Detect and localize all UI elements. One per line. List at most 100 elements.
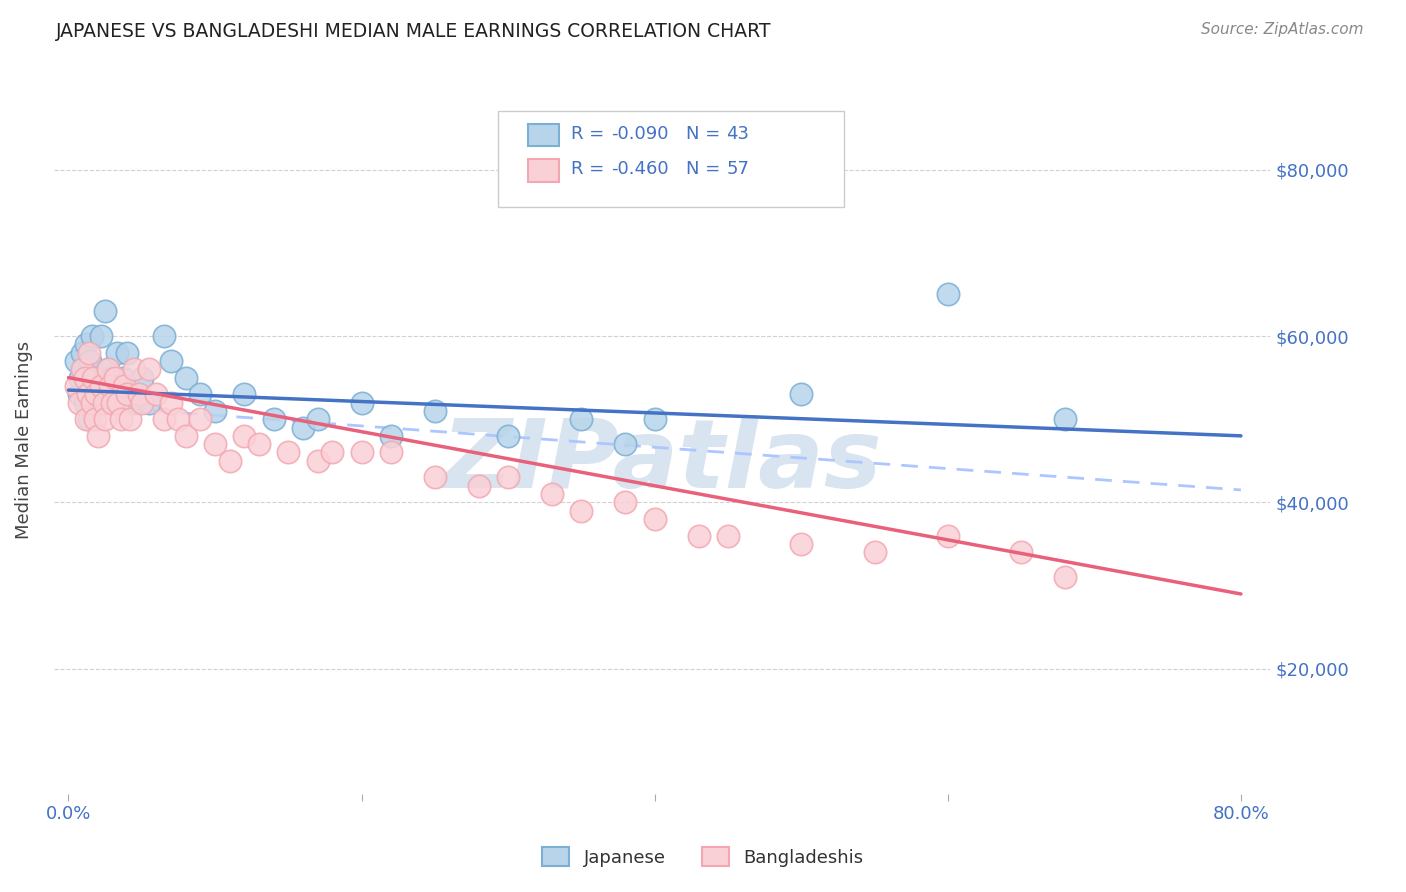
Point (167, 412, 190, 426)
Point (131, 395, 153, 409)
Point (160, 395, 183, 409)
Point (90, 329, 112, 343)
Point (104, 370, 127, 384)
Point (80, 395, 103, 409)
Point (87, 370, 110, 384)
Point (79, 354, 101, 368)
Point (790, 387, 813, 401)
Point (152, 412, 174, 426)
Point (291, 420, 314, 434)
Point (160, 354, 183, 368)
Point (138, 362, 160, 376)
Point (82, 370, 104, 384)
Point (174, 370, 197, 384)
Point (73, 395, 96, 409)
Point (233, 429, 256, 443)
Point (107, 395, 129, 409)
Point (73, 370, 96, 384)
Point (468, 479, 491, 493)
Point (571, 504, 593, 518)
Text: -0.090: -0.090 (612, 125, 668, 143)
Text: R =: R = (571, 125, 610, 143)
FancyBboxPatch shape (498, 112, 845, 207)
Point (174, 429, 197, 443)
Point (124, 395, 146, 409)
Point (101, 395, 124, 409)
Point (115, 387, 138, 401)
Point (717, 529, 740, 543)
Point (77, 345, 100, 359)
Point (541, 487, 564, 501)
Point (86, 387, 108, 401)
Point (65, 379, 87, 393)
Point (94, 412, 117, 426)
Point (145, 387, 167, 401)
Point (190, 412, 212, 426)
Point (863, 545, 886, 559)
Point (97, 362, 120, 376)
Point (76, 379, 98, 393)
Point (138, 395, 160, 409)
Text: N =: N = (686, 161, 727, 178)
Point (101, 370, 124, 384)
Point (380, 445, 402, 459)
Point (790, 537, 813, 551)
Point (112, 379, 135, 393)
Point (75, 337, 97, 351)
Point (70, 362, 93, 376)
Point (105, 345, 128, 359)
Point (204, 404, 226, 418)
Point (1053, 570, 1076, 584)
Point (83, 412, 105, 426)
Legend: Japanese, Bangladeshis: Japanese, Bangladeshis (536, 840, 870, 874)
Point (644, 412, 666, 426)
Point (94, 304, 117, 318)
Point (110, 412, 132, 426)
Point (70, 345, 93, 359)
Point (307, 412, 329, 426)
Point (496, 429, 519, 443)
Point (97, 362, 120, 376)
Point (423, 404, 446, 418)
Point (233, 387, 256, 401)
Text: Source: ZipAtlas.com: Source: ZipAtlas.com (1201, 22, 1364, 37)
Text: 43: 43 (727, 125, 749, 143)
Point (496, 470, 519, 484)
Point (93, 395, 115, 409)
Point (131, 370, 153, 384)
Point (67, 387, 90, 401)
Point (152, 329, 174, 343)
Point (247, 437, 270, 451)
Point (936, 529, 959, 543)
Point (69, 370, 91, 384)
Text: -0.460: -0.460 (612, 161, 669, 178)
Point (82, 370, 104, 384)
Point (350, 395, 373, 409)
Point (77, 412, 100, 426)
Point (87, 429, 110, 443)
Point (936, 287, 959, 301)
Text: N =: N = (686, 125, 727, 143)
Point (204, 437, 226, 451)
Y-axis label: Median Male Earnings: Median Male Earnings (15, 341, 32, 539)
Point (118, 412, 141, 426)
Point (688, 529, 710, 543)
Point (307, 454, 329, 468)
Point (76, 387, 98, 401)
Point (380, 429, 402, 443)
FancyBboxPatch shape (529, 124, 558, 146)
Point (115, 345, 138, 359)
Text: ZIPatlas: ZIPatlas (441, 415, 883, 508)
Text: 57: 57 (727, 161, 749, 178)
Point (83, 395, 105, 409)
Point (644, 512, 666, 526)
Point (111, 370, 134, 384)
Point (423, 470, 446, 484)
Point (1010, 545, 1032, 559)
Point (90, 379, 112, 393)
Point (75, 412, 97, 426)
Point (277, 445, 299, 459)
Text: JAPANESE VS BANGLADESHI MEDIAN MALE EARNINGS CORRELATION CHART: JAPANESE VS BANGLADESHI MEDIAN MALE EARN… (56, 22, 772, 41)
Point (263, 412, 285, 426)
Point (67, 395, 90, 409)
